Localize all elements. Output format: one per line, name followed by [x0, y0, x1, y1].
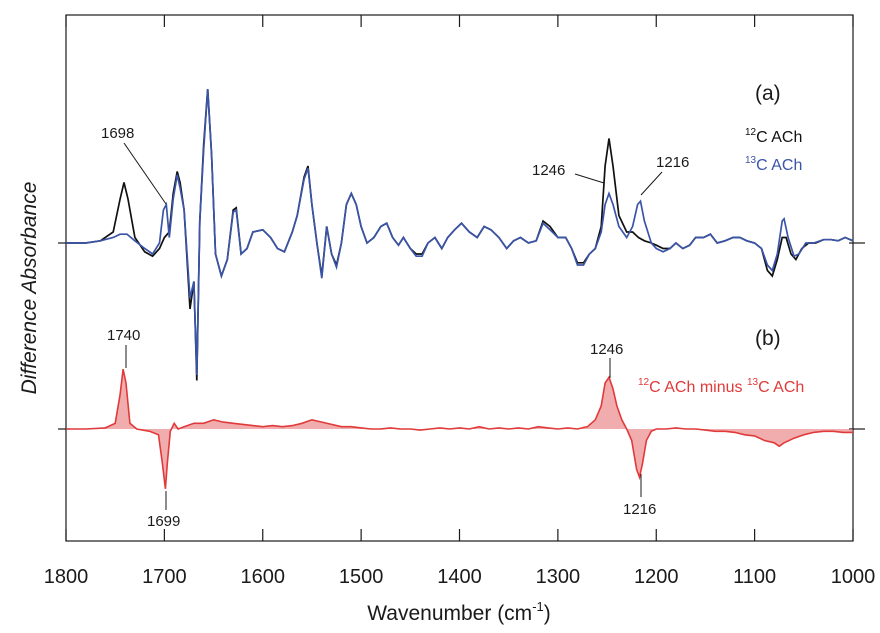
- difference-line: [66, 369, 853, 489]
- difference-area: [66, 369, 853, 489]
- series-13c-ach-line: [66, 88, 854, 376]
- x-axis-title-sup: -1: [532, 599, 544, 614]
- panel-b: [66, 369, 853, 489]
- panel-label-a: (a): [755, 82, 781, 105]
- annotation-1216-b: 1216: [623, 501, 656, 518]
- x-axis-title: Wavenumber (cm-1): [367, 599, 551, 625]
- annotation-1740: 1740: [107, 327, 140, 344]
- x-tick-label: 1000: [831, 566, 876, 588]
- x-tick-labels: 1800 1700 1600 1500 1400 1300 1200 1100 1000: [44, 566, 876, 588]
- annotation-1246-b: 1246: [590, 341, 623, 358]
- leader-1698: [123, 142, 167, 205]
- x-tick-label: 1200: [634, 566, 679, 588]
- annotation-1698: 1698: [101, 125, 134, 142]
- plot-frame: [65, 14, 854, 542]
- annotation-1699: 1699: [147, 513, 180, 530]
- legend-13c-sup: 13: [745, 155, 757, 166]
- legend-diff-sup2: 13: [747, 377, 759, 388]
- x-tick-label: 1300: [536, 566, 581, 588]
- legend-13c-text: C ACh: [756, 157, 802, 174]
- legend-13c-ach: 13C ACh: [745, 155, 802, 174]
- legend-12c-ach: 12C ACh: [745, 127, 802, 146]
- x-tick-label: 1700: [142, 566, 187, 588]
- panel-a: [66, 88, 854, 381]
- x-tick-label: 1600: [241, 566, 286, 588]
- x-axis-title-end: ): [544, 602, 551, 625]
- leader-1246-a: [574, 173, 605, 184]
- annotation-leaders: [123, 142, 663, 510]
- x-ticks: [65, 15, 854, 541]
- x-tick-label: 1800: [44, 566, 89, 588]
- legend-12c-sup: 12: [745, 127, 757, 138]
- annotation-1216-a: 1216: [656, 154, 689, 171]
- legend-diff-mid: C ACh minus: [649, 379, 747, 396]
- legend-diff-end: C ACh: [758, 379, 804, 396]
- y-axis-title: Difference Absorbance: [18, 182, 41, 395]
- x-tick-label: 1400: [437, 566, 482, 588]
- panel-label-b: (b): [755, 327, 781, 350]
- annotation-1246-a: 1246: [532, 162, 565, 179]
- series-12c-ach-line: [66, 88, 854, 381]
- leader-1216-a: [640, 171, 663, 196]
- legend-difference: 12C ACh minus 13C ACh: [638, 377, 804, 396]
- x-axis-title-main: Wavenumber (cm: [367, 602, 532, 625]
- x-tick-label: 1100: [733, 566, 776, 588]
- legend-diff-sup1: 12: [638, 377, 650, 388]
- legend-12c-text: C ACh: [756, 129, 802, 146]
- x-tick-label: 1500: [339, 566, 384, 588]
- baselines: [58, 242, 865, 430]
